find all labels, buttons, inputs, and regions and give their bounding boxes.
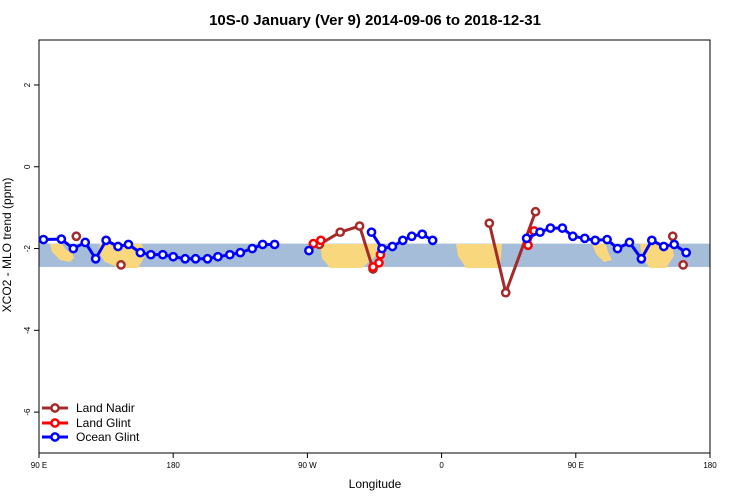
legend-label-land-nadir: Land Nadir: [76, 401, 135, 415]
data-point-ocean-glint: [257, 239, 268, 250]
data-point-ocean-glint: [101, 235, 111, 246]
data-point-ocean-glint: [180, 253, 190, 264]
data-point-ocean-glint: [397, 235, 408, 246]
data-point-land-nadir: [354, 221, 365, 231]
data-point-ocean-glint: [579, 233, 590, 244]
y-axis-label: XCO2 - MLO trend (ppm): [0, 178, 14, 313]
data-point-ocean-glint: [624, 237, 635, 248]
y-axis-ticks: 2 0 -2 -4 -6: [23, 82, 39, 416]
data-point-ocean-glint: [168, 251, 179, 262]
legend-marker-ocean-glint: [50, 432, 60, 442]
data-point-ocean-glint: [80, 237, 91, 248]
data-point-land-nadir: [484, 218, 495, 229]
data-point-land-glint: [315, 235, 326, 246]
data-point-land-nadir: [530, 206, 541, 217]
data-point-ocean-glint: [202, 253, 213, 264]
data-point-land-nadir: [116, 260, 126, 270]
y-tick-label: -6: [23, 408, 32, 416]
land-patch-australia-west: [98, 244, 145, 268]
legend-item-ocean-glint: Ocean Glint: [42, 430, 140, 444]
data-point-ocean-glint: [225, 249, 235, 260]
data-point-land-glint: [374, 258, 384, 268]
series-line-land-nadir: [318, 224, 375, 270]
data-point-ocean-glint: [377, 243, 387, 254]
x-axis-label: Longitude: [349, 477, 402, 491]
data-point-land-nadir: [71, 231, 82, 242]
y-tick-label: 0: [23, 164, 32, 169]
data-point-ocean-glint: [417, 229, 428, 240]
data-point-ocean-glint: [68, 243, 79, 254]
land-patch-asia-west: [50, 244, 74, 262]
legend-marker-land-glint: [50, 418, 60, 428]
data-point-ocean-glint: [669, 239, 680, 250]
x-axis-ticks: 90 E 180 90 W 0 90 E 180: [31, 453, 717, 470]
y-tick-label: -4: [23, 326, 32, 334]
data-point-ocean-glint: [545, 223, 556, 233]
data-point-ocean-glint: [387, 241, 398, 252]
data-point-ocean-glint: [157, 249, 168, 260]
x-tick-label: 0: [439, 461, 444, 470]
data-point-ocean-glint: [535, 227, 545, 238]
data-point-ocean-glint: [521, 233, 532, 244]
data-point-ocean-glint: [557, 223, 568, 233]
data-point-ocean-glint: [636, 253, 647, 264]
y-tick-label: -2: [23, 244, 32, 252]
data-point-land-nadir: [678, 260, 689, 270]
legend-item-land-glint: Land Glint: [42, 416, 131, 430]
data-point-ocean-glint: [145, 249, 156, 260]
legend: Land Nadir Land Glint Ocean Glint: [42, 401, 140, 444]
data-point-ocean-glint: [38, 234, 49, 245]
series-ocean-glint: [38, 223, 691, 264]
data-point-ocean-glint: [123, 239, 134, 250]
data-point-land-glint: [308, 238, 319, 249]
y-tick-label: 2: [23, 82, 32, 87]
data-point-ocean-glint: [269, 239, 280, 250]
data-point-land-nadir: [667, 231, 678, 242]
land-patch-south-america: [320, 244, 378, 268]
data-point-ocean-glint: [90, 253, 101, 264]
data-point-ocean-glint: [612, 243, 623, 254]
series-land-glint: [308, 226, 539, 272]
data-point-ocean-glint: [213, 251, 223, 262]
x-tick-label: 90 E: [31, 461, 47, 470]
data-point-ocean-glint: [646, 235, 657, 246]
data-point-land-nadir: [335, 227, 346, 238]
data-point-ocean-glint: [590, 235, 601, 246]
legend-label-land-glint: Land Glint: [76, 416, 131, 430]
data-point-ocean-glint: [135, 247, 146, 258]
x-tick-label: 180: [703, 461, 717, 470]
series-layer: [38, 206, 691, 298]
data-point-ocean-glint: [56, 234, 67, 244]
data-point-ocean-glint: [427, 235, 438, 246]
data-point-ocean-glint: [567, 231, 578, 242]
land-patch-asia-east: [592, 244, 612, 262]
plot-frame: [38, 39, 711, 454]
land-patch-africa: [456, 244, 502, 268]
legend-label-ocean-glint: Ocean Glint: [76, 430, 140, 444]
legend-marker-land-nadir: [50, 403, 60, 413]
data-point-ocean-glint: [113, 241, 123, 252]
data-point-land-nadir: [500, 287, 511, 298]
data-point-ocean-glint: [235, 247, 246, 258]
data-point-ocean-glint: [247, 243, 258, 254]
data-point-ocean-glint: [602, 234, 612, 245]
x-tick-label: 90 W: [298, 461, 317, 470]
data-point-ocean-glint: [304, 245, 314, 256]
x-tick-label: 90 E: [568, 461, 584, 470]
data-point-ocean-glint: [366, 227, 377, 238]
legend-item-land-nadir: Land Nadir: [42, 401, 135, 415]
x-tick-label: 180: [167, 461, 181, 470]
chart-title: 10S-0 January (Ver 9) 2014-09-06 to 2018…: [209, 12, 541, 29]
data-point-ocean-glint: [190, 253, 201, 264]
data-point-ocean-glint: [406, 231, 417, 242]
data-point-ocean-glint: [681, 247, 691, 258]
data-point-ocean-glint: [658, 241, 669, 252]
